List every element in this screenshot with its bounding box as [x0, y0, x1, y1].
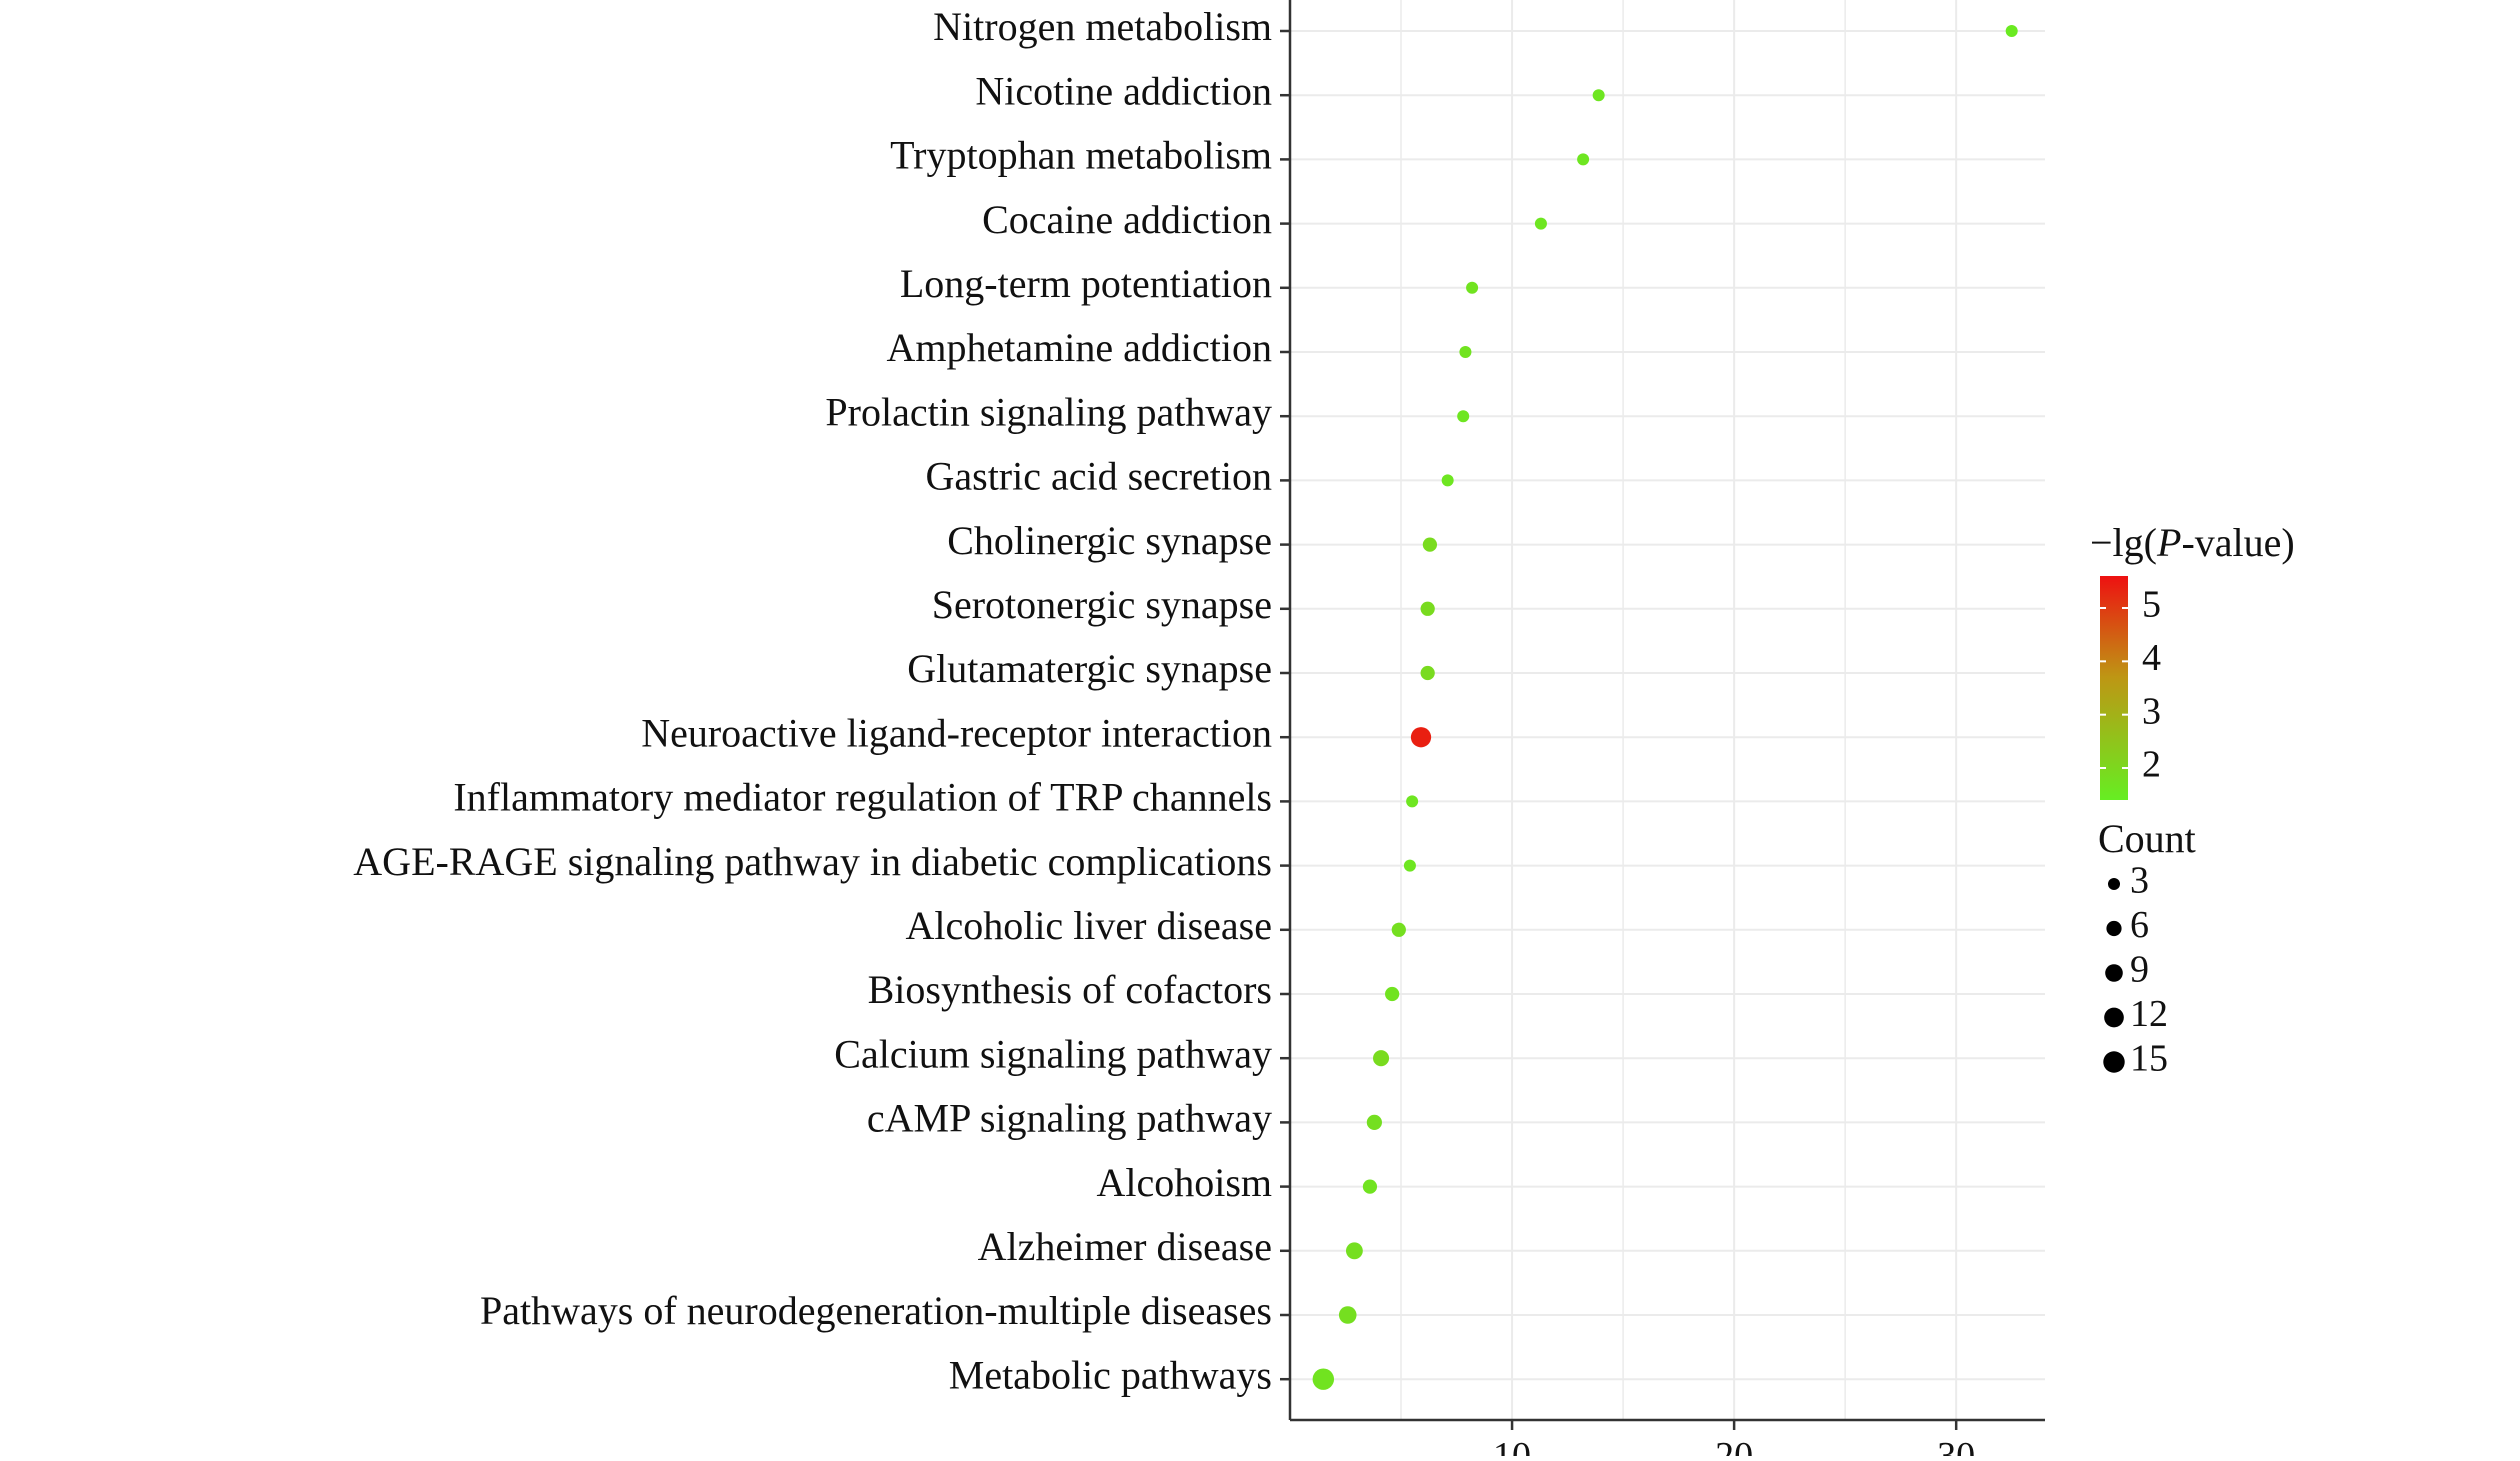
data-point — [1422, 537, 1438, 552]
category-label: Long-term potentiation — [900, 261, 1272, 306]
data-point — [1457, 410, 1470, 423]
axis-layer: 10 20 30 — [1280, 0, 2045, 1461]
color-legend-label: 4 — [2142, 637, 2161, 679]
data-point — [1385, 986, 1400, 1002]
color-legend-bar — [2100, 576, 2128, 800]
grid-layer — [1290, 0, 2045, 1420]
size-legend-dot — [2104, 1007, 2124, 1028]
category-label: Metabolic pathways — [949, 1352, 1272, 1397]
category-labels: Nitrogen metabolism Nicotine addiction Try… — [353, 4, 1272, 1397]
category-label: Cholinergic synapse — [947, 518, 1272, 563]
x-tick-label: 10 — [1493, 1435, 1531, 1456]
data-point — [1592, 89, 1605, 102]
category-label: Pathways of neurodegeneration-multiple d… — [480, 1288, 1272, 1333]
data-point — [1403, 859, 1416, 872]
data-point — [1366, 1114, 1382, 1130]
data-point — [1362, 1179, 1378, 1194]
data-point — [1466, 281, 1479, 294]
data-point — [2005, 24, 2018, 38]
category-label: Alzheimer disease — [978, 1224, 1272, 1269]
data-point — [1459, 345, 1472, 359]
color-legend-title: −lg(P-value) — [2090, 520, 2295, 565]
data-point — [1312, 1368, 1335, 1390]
data-point — [1338, 1306, 1357, 1324]
size-legend-label: 9 — [2130, 949, 2149, 991]
color-legend-label: 3 — [2142, 690, 2161, 732]
size-legend-label: 6 — [2130, 904, 2149, 946]
data-point — [1441, 474, 1454, 487]
category-label: Prolactin signaling pathway — [825, 389, 1272, 434]
category-label: Gastric acid secretion — [925, 454, 1272, 499]
category-label: Biosynthesis of cofactors — [868, 967, 1272, 1012]
color-legend-label: 2 — [2142, 744, 2161, 786]
data-point — [1420, 601, 1435, 616]
category-label: Alcoholic liver disease — [905, 903, 1272, 948]
data-point — [1420, 665, 1435, 681]
size-legend-dot — [2105, 964, 2123, 982]
data-point — [1345, 1242, 1363, 1260]
category-label: Serotonergic synapse — [932, 582, 1272, 627]
size-legend-label: 12 — [2130, 993, 2168, 1035]
category-label: Inflammatory mediator regulation of TRP … — [453, 775, 1272, 820]
data-points — [1312, 24, 2018, 1390]
category-label: Amphetamine addiction — [887, 325, 1272, 370]
category-label: Neuroactive ligand-receptor interaction — [641, 710, 1272, 755]
category-label: Nitrogen metabolism — [933, 4, 1272, 49]
x-tick-label: 30 — [1937, 1435, 1975, 1456]
category-label: Calcium signaling pathway — [834, 1031, 1272, 1076]
data-point — [1577, 153, 1590, 166]
size-legend-label: 15 — [2130, 1038, 2168, 1080]
category-label: Glutamatergic synapse — [907, 646, 1272, 691]
category-label: Cocaine addiction — [982, 197, 1272, 242]
data-point — [1373, 1050, 1390, 1067]
data-point — [1410, 727, 1432, 748]
data-point — [1391, 922, 1406, 937]
size-legend-dot — [2107, 877, 2121, 891]
data-point — [1406, 795, 1419, 808]
category-label: Tryptophan metabolism — [890, 133, 1272, 178]
x-tick-label: 20 — [1715, 1435, 1753, 1456]
size-legend-label: 3 — [2130, 860, 2149, 902]
category-label: Nicotine addiction — [975, 68, 1272, 113]
data-point — [1534, 217, 1547, 230]
color-legend-label: 5 — [2142, 584, 2161, 626]
size-legend-title: Count — [2098, 816, 2196, 861]
size-legend-dot — [2106, 920, 2122, 937]
category-label: AGE-RAGE signaling pathway in diabetic c… — [353, 839, 1272, 884]
size-legend-dot — [2103, 1051, 2125, 1073]
category-label: cAMP signaling pathway — [867, 1096, 1272, 1141]
category-label: Alcohoism — [1096, 1160, 1272, 1205]
